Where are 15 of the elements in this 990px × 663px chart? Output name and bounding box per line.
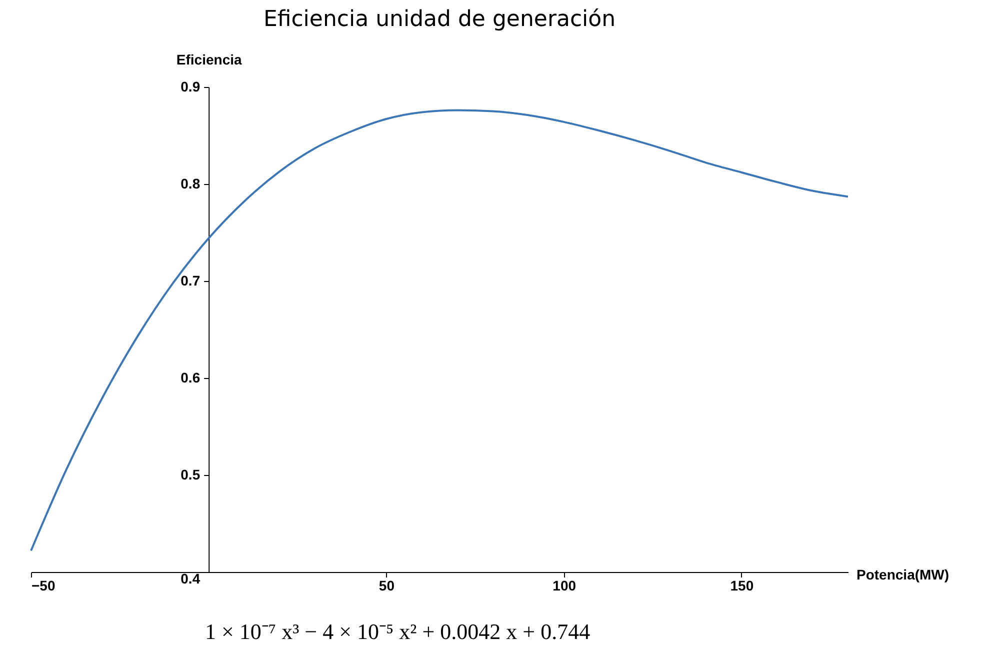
x-axis-title: Potencia(MW) (856, 566, 950, 582)
y-tick-label: 0.8 (180, 176, 200, 192)
y-tick-label: 0.7 (180, 272, 200, 288)
y-tick-label: 0.5 (180, 466, 200, 482)
text: 1 × 10⁻⁷ x³ − 4 × 10⁻⁵ x² + 0.0042 x + 0.744 (204, 618, 592, 645)
line-series (30, 109, 849, 552)
y-tick-label: 0.4 (180, 570, 200, 586)
y-tick-label: 0.6 (180, 370, 200, 386)
y-axis-title: Eficiencia (176, 52, 242, 68)
x-tick-label: −50 (32, 578, 56, 594)
x-tick-label: 150 (730, 578, 754, 594)
x-tick-label: 50 (378, 578, 395, 594)
chart-title: Eficiencia unidad de generación (263, 7, 616, 32)
x-tick-label: 100 (552, 578, 576, 594)
y-tick-label: 0.9 (180, 78, 200, 94)
